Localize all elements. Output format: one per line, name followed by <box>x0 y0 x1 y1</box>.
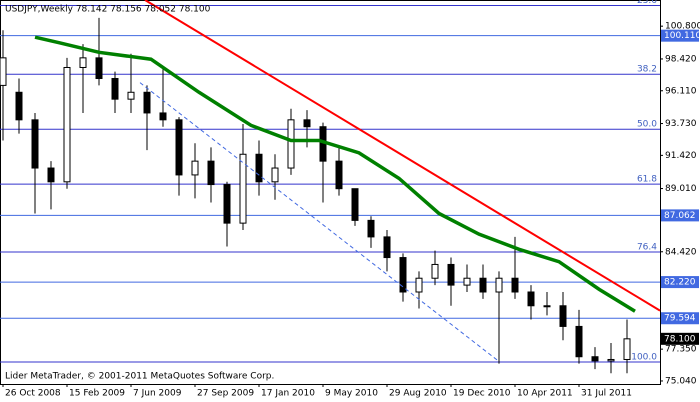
y-tick-label: 96.110 <box>665 86 697 96</box>
candle-body <box>623 338 631 360</box>
x-tick-label: 10 Apr 2011 <box>517 389 573 399</box>
y-tick-label: 89.010 <box>665 184 697 194</box>
x-tick-label: 17 Jan 2010 <box>261 389 315 399</box>
y-tick-label: 91.420 <box>665 151 697 161</box>
candle-body <box>543 305 551 308</box>
y-tick-label: 77.350 <box>665 345 697 355</box>
candle-body <box>111 78 119 100</box>
candle-body <box>95 57 103 80</box>
y-tick-label: 100.800 <box>665 22 700 32</box>
candle-body <box>63 66 71 183</box>
y-tick-label: 84.420 <box>665 247 697 257</box>
candle-body <box>0 57 7 86</box>
y-tick-label: 98.420 <box>665 54 697 64</box>
candle-body <box>31 119 39 169</box>
candle-body <box>415 277 423 293</box>
price-box-label: 82.220 <box>664 278 696 288</box>
candle-body <box>559 305 567 327</box>
y-tick-label: 93.730 <box>665 119 697 129</box>
candle-body <box>223 184 231 224</box>
candle-body <box>463 277 471 286</box>
candle-body <box>575 325 583 358</box>
fib-label: 100.0 <box>631 352 657 362</box>
candle-body <box>383 236 391 259</box>
candle-body <box>79 57 87 68</box>
x-tick-label: 29 Aug 2010 <box>389 389 447 399</box>
price-box-label: 100.110 <box>664 31 700 41</box>
x-tick-label: 7 Jun 2009 <box>133 389 182 399</box>
price-box <box>661 209 699 222</box>
candle-body <box>175 119 183 176</box>
footer: Lider MetaTrader, © 2001-2011 MetaQuotes… <box>5 372 274 382</box>
candle-body <box>207 160 215 186</box>
candle-body <box>47 167 55 183</box>
fib-label: 76.4 <box>637 243 657 253</box>
x-tick-label: 15 Feb 2009 <box>69 389 125 399</box>
candle-body <box>607 358 615 362</box>
candle-body <box>511 277 519 293</box>
candle-body <box>335 160 343 190</box>
x-tick-label: 26 Oct 2008 <box>5 389 61 399</box>
x-tick-label: 9 May 2010 <box>325 389 378 399</box>
candle-body <box>351 188 359 221</box>
x-tick-label: 31 Jul 2011 <box>581 389 632 399</box>
price-box-label: 87.062 <box>664 211 696 221</box>
candle-body <box>159 112 167 121</box>
candle-body <box>399 257 407 293</box>
price-box <box>661 29 699 42</box>
candle-body <box>15 91 23 121</box>
y-tick-label: 75.040 <box>665 376 697 386</box>
candle-body <box>495 277 503 293</box>
candle-body <box>271 167 279 183</box>
plot-frame <box>0 0 661 385</box>
candle-body <box>431 263 439 279</box>
x-tick-label: 19 Dec 2010 <box>453 389 511 399</box>
fib-label: 38.2 <box>637 65 657 75</box>
price-box <box>661 276 699 289</box>
current-price-label: 78.100 <box>664 334 696 344</box>
price-box <box>661 312 699 325</box>
candle-body <box>367 219 375 238</box>
candle-body <box>191 160 199 176</box>
trendline <box>144 0 661 312</box>
candle-body <box>287 119 295 169</box>
candle-body <box>527 291 535 307</box>
candle-body <box>143 91 151 114</box>
price-box-label: 79.594 <box>664 314 696 324</box>
channel-line <box>139 82 498 361</box>
candle-body <box>447 263 455 286</box>
current-price-box <box>661 332 699 345</box>
fib-label: 23.6 <box>637 0 657 6</box>
fib-label: 50.0 <box>637 120 657 130</box>
candle-body <box>239 153 247 224</box>
candle-body <box>255 153 263 183</box>
chart-title: USDJPY,Weekly 78.142 78.156 78.052 78.10… <box>5 5 211 15</box>
candle-body <box>479 277 487 293</box>
candle-body <box>127 91 135 100</box>
x-tick-label: 27 Sep 2009 <box>197 389 254 399</box>
candle-body <box>591 356 599 362</box>
candle-body <box>303 119 311 128</box>
moving-average <box>34 35 636 313</box>
fib-label: 61.8 <box>637 175 657 185</box>
